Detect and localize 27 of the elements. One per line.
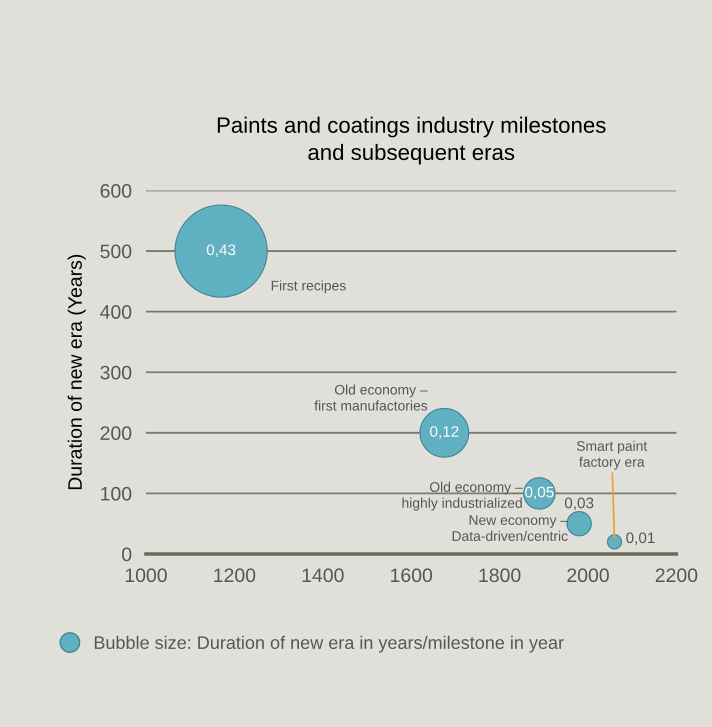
data-label: 0,03	[564, 498, 594, 510]
data-label: 0,01	[626, 532, 655, 545]
x-tick-label: 1400	[302, 568, 344, 582]
legend-label: Bubble size: Duration of new era in years/milestone in year	[94, 636, 564, 653]
y-tick-label: 100	[101, 486, 132, 501]
x-tick-label: 2000	[567, 568, 609, 582]
y-tick-label: 500	[100, 244, 132, 258]
annotation: New economy – Data-driven/centric	[452, 515, 568, 541]
y-tick-label: 0	[122, 547, 132, 562]
y-axis-title: Duration of new era (Years)	[68, 254, 86, 490]
x-tick-label: 2200	[656, 568, 698, 582]
annotation: Smart paint factory era	[576, 440, 648, 470]
data-label: 0,12	[430, 426, 458, 439]
annotation: First recipes	[272, 280, 346, 294]
x-tick-label: 1800	[479, 568, 520, 582]
y-tick-label: 400	[100, 305, 132, 319]
y-tick-label: 600	[100, 184, 132, 198]
data-label: 0,43	[206, 244, 236, 257]
x-tick-label: 1200	[214, 568, 256, 582]
chart-title: Paints and coatings industry milestones and subsequent eras	[218, 116, 606, 165]
y-tick-label: 300	[100, 366, 132, 380]
annotation: Old economy – highly industrialized	[402, 482, 523, 511]
annotation: Old economy – first manufactories	[314, 384, 428, 411]
x-tick-label: 1000	[126, 568, 167, 582]
y-tick-label: 200	[100, 426, 132, 440]
x-tick-label: 1600	[391, 568, 432, 582]
data-label: 0,05	[525, 486, 554, 500]
